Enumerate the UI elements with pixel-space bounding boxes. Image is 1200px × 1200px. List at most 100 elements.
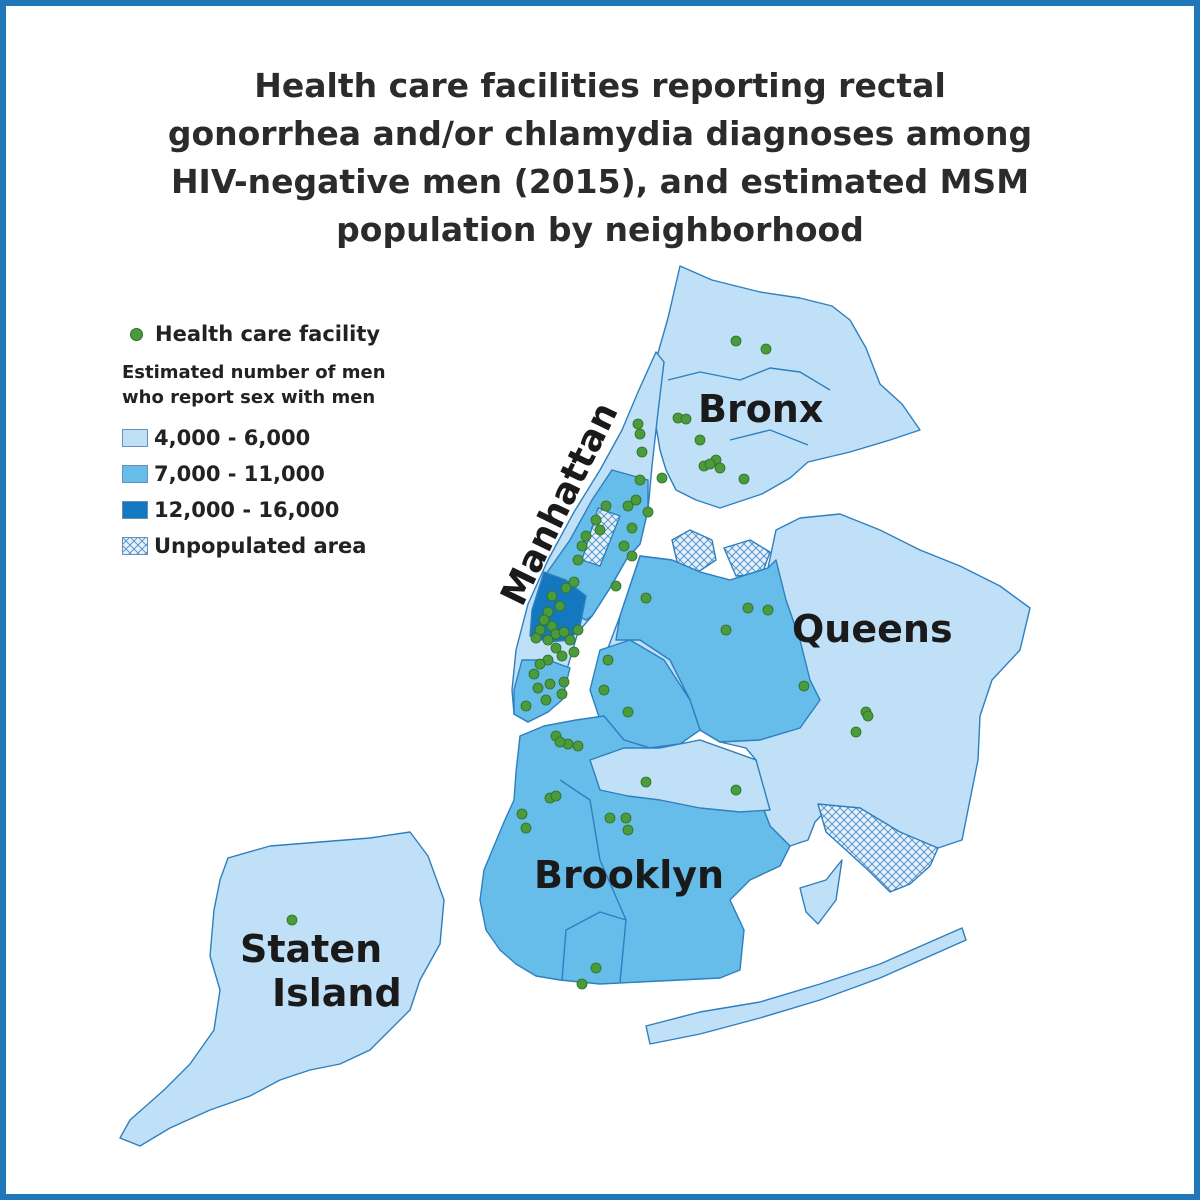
legend-subtitle-line-1: Estimated number of men (122, 362, 386, 383)
legend-facility: Health care facility (122, 318, 422, 350)
facility-dot (598, 684, 610, 696)
staten-island-area (119, 831, 445, 1147)
facility-dot (576, 978, 588, 990)
brooklyn-boundary (559, 779, 627, 983)
facility-dot (532, 682, 544, 694)
facility-dot (634, 474, 646, 486)
facility-dot (798, 680, 810, 692)
legend-class-2-label: 7,000 - 11,000 (154, 462, 325, 486)
facility-dot (730, 335, 742, 347)
facility-dot (560, 582, 572, 594)
facility-dot (538, 614, 550, 626)
legend-swatch-4 (122, 537, 148, 555)
facility-dot (590, 514, 602, 526)
facility-dot (626, 550, 638, 562)
map-title: Health care facilities reporting rectal … (60, 62, 1140, 254)
facility-dot (862, 710, 874, 722)
facility-dot (520, 822, 532, 834)
facility-dot (610, 580, 622, 592)
facility-dot (680, 413, 692, 425)
legend-class-4: Unpopulated area (122, 528, 422, 564)
facility-dot (762, 604, 774, 616)
legend-class-3-label: 12,000 - 16,000 (154, 498, 340, 522)
legend-swatch-3 (122, 501, 148, 519)
facility-dot (620, 812, 632, 824)
brooklyn-light-band (589, 739, 771, 813)
facility-dot (636, 446, 648, 458)
facility-dot (572, 624, 584, 636)
facility-dot (640, 592, 652, 604)
facility-dot (520, 700, 532, 712)
legend-subtitle-line-2: who report sex with men (122, 387, 376, 408)
facility-dot (850, 726, 862, 738)
facility-dot (634, 428, 646, 440)
legend-class-2: 7,000 - 11,000 (122, 456, 422, 492)
facility-dot (618, 540, 630, 552)
legend-facility-label: Health care facility (155, 322, 381, 346)
facility-dot (540, 694, 552, 706)
legend-swatch-2 (122, 465, 148, 483)
bay-island (799, 859, 843, 925)
facility-dot (694, 434, 706, 446)
facility-dot (626, 522, 638, 534)
title-line-1: Health care facilities reporting rectal (254, 66, 946, 105)
legend: Health care facility Estimated number of… (122, 318, 422, 564)
facility-dot (572, 554, 584, 566)
facility-dot (550, 642, 562, 654)
facility-dot (286, 914, 298, 926)
central-park-unpopulated (581, 507, 621, 567)
label-staten-line-1: Staten (240, 927, 382, 971)
facility-dot (714, 462, 726, 474)
facility-dot (568, 576, 580, 588)
title-line-2: gonorrhea and/or chlamydia diagnoses amo… (167, 114, 1033, 153)
facility-dot (564, 634, 576, 646)
legend-swatch-1 (122, 429, 148, 447)
facility-dot (760, 343, 772, 355)
facility-dots (286, 335, 874, 990)
label-bronx: Bronx (698, 387, 823, 431)
facility-dot (550, 790, 562, 802)
facility-dot (576, 540, 588, 552)
facility-dot (542, 634, 554, 646)
facility-dot-icon (130, 327, 143, 341)
legend-class-4-label: Unpopulated area (154, 534, 367, 558)
facility-dot (546, 590, 558, 602)
facility-dot (622, 706, 634, 718)
facility-dot (632, 418, 644, 430)
legend-class-3: 12,000 - 16,000 (122, 492, 422, 528)
facility-dot (528, 668, 540, 680)
queens-mid-region (615, 555, 821, 743)
legend-class-1: 4,000 - 6,000 (122, 420, 422, 456)
facility-dot (622, 500, 634, 512)
facility-dot (556, 688, 568, 700)
facility-dot (630, 494, 642, 506)
facility-dot (572, 740, 584, 752)
facility-dot (554, 600, 566, 612)
facility-dot (730, 784, 742, 796)
facility-dot (556, 650, 568, 662)
facility-dot (580, 530, 592, 542)
bronx-boundary-2 (729, 429, 809, 446)
facility-dot (720, 624, 732, 636)
brooklyn-boundary-2 (561, 911, 627, 981)
facility-dot (544, 678, 556, 690)
facility-dot (704, 458, 716, 470)
facility-dot (656, 472, 668, 484)
label-brooklyn: Brooklyn (534, 853, 724, 897)
facility-dot (604, 812, 616, 824)
facility-dot (516, 808, 528, 820)
rockaway-peninsula (645, 927, 967, 1045)
facility-dot (640, 776, 652, 788)
facility-dot (600, 500, 612, 512)
facility-dot (558, 626, 570, 638)
facility-dot (738, 473, 750, 485)
facility-dot (590, 962, 602, 974)
facility-dot (742, 602, 754, 614)
facility-dot (642, 506, 654, 518)
legend-subtitle: Estimated number of men who report sex w… (122, 360, 422, 410)
facility-dot (594, 524, 606, 536)
facility-dot (558, 676, 570, 688)
facility-dot (554, 736, 566, 748)
facility-dot (622, 824, 634, 836)
label-staten-line-2: Island (272, 971, 402, 1015)
